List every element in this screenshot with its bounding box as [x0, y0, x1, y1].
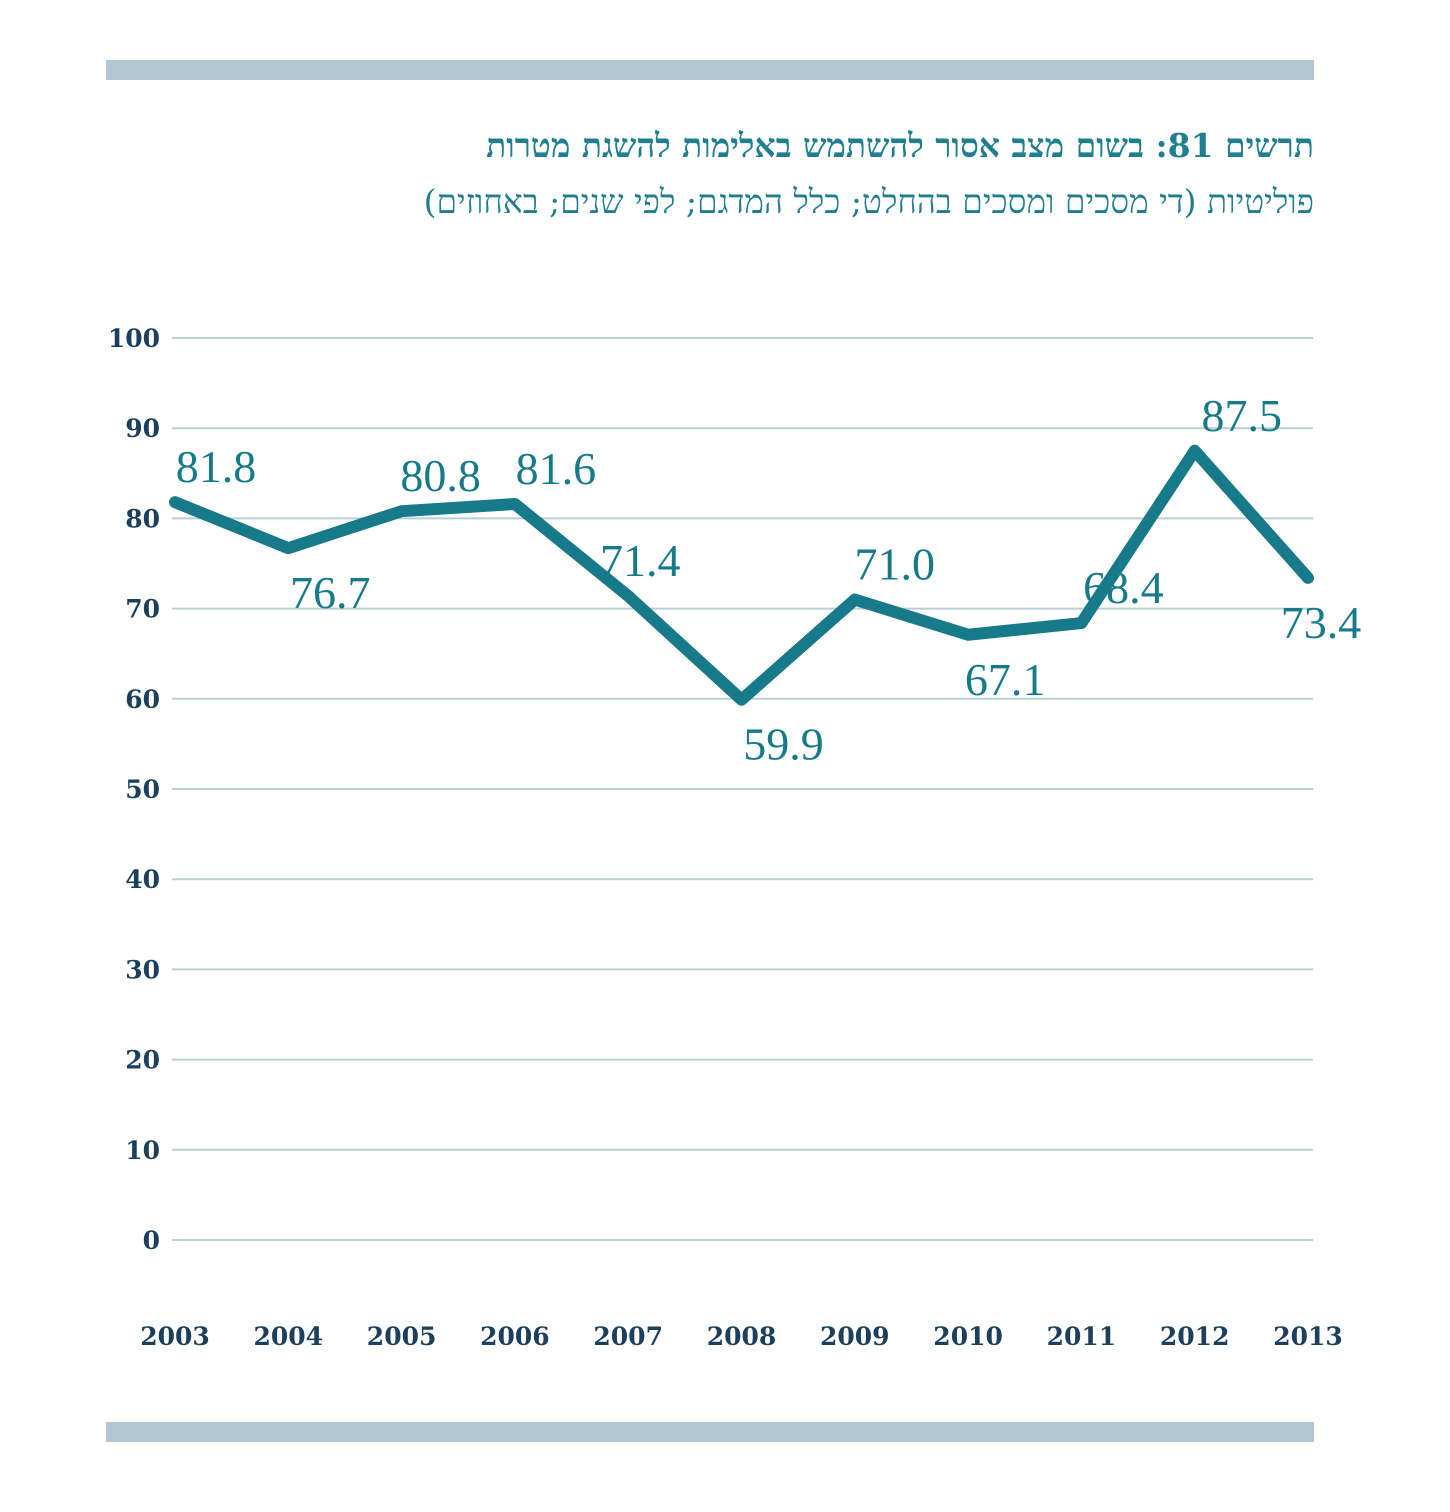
x-tick-label: 2003 — [140, 1322, 210, 1351]
data-series — [169, 444, 1314, 706]
data-label: 87.5 — [1201, 390, 1282, 441]
y-tick-label: 90 — [125, 414, 160, 443]
gridlines — [172, 337, 1313, 1241]
x-tick-label: 2007 — [593, 1322, 663, 1351]
y-tick-label: 50 — [125, 775, 160, 804]
data-label: 81.8 — [176, 441, 257, 492]
x-tick-label: 2005 — [367, 1322, 437, 1351]
bottom-divider-bar — [106, 1422, 1314, 1442]
chart-title-line-1: תרשים 81: בשום מצב אסור להשתמש באלימות ל… — [486, 126, 1314, 165]
data-label: 81.6 — [516, 443, 597, 494]
y-tick-label: 60 — [125, 685, 160, 714]
x-tick-label: 2012 — [1160, 1322, 1230, 1351]
y-tick-label: 30 — [125, 955, 160, 984]
data-labels: 81.8 76.7 80.8 81.671.4 59.9 71.0 67.1 68.4 87.5… — [176, 390, 1362, 770]
y-tick-label: 0 — [143, 1226, 160, 1255]
data-label: 71.4 — [600, 535, 681, 586]
y-tick-label: 20 — [125, 1046, 160, 1075]
y-tick-label: 100 — [108, 324, 160, 353]
series-line — [169, 444, 1314, 706]
x-tick-label: 2009 — [820, 1322, 890, 1351]
y-axis-tick-labels: 0 10 20 30 40 50 60 70 80 90 100 — [108, 324, 160, 1255]
x-tick-label: 2006 — [480, 1322, 550, 1351]
data-label: 76.7 — [290, 567, 371, 618]
y-tick-label: 80 — [125, 504, 160, 533]
data-label: 73.4 — [1281, 597, 1362, 648]
y-tick-label: 70 — [125, 595, 160, 624]
y-tick-label: 40 — [125, 865, 160, 894]
x-axis-tick-labels: 2003 2004 2005 2006 2007 2008 2009 2010 2011 2012… — [140, 1322, 1343, 1351]
x-tick-label: 2004 — [254, 1322, 324, 1351]
chart-title-line-2: פוליטיות (די מסכים ומסכים בהחלט; כלל המד… — [423, 182, 1314, 221]
chart-title: תרשים 81: בשום מצב אסור להשתמש באלימות ל… — [106, 118, 1314, 230]
top-divider-bar — [106, 60, 1314, 80]
data-label: 80.8 — [400, 450, 481, 501]
x-tick-label: 2010 — [933, 1322, 1003, 1351]
data-label: 68.4 — [1083, 562, 1164, 613]
x-tick-label: 2008 — [707, 1322, 777, 1351]
x-tick-label: 2011 — [1047, 1322, 1117, 1351]
data-label: 67.1 — [965, 654, 1046, 705]
x-tick-label: 2013 — [1273, 1322, 1343, 1351]
data-label: 71.0 — [855, 539, 936, 590]
y-tick-label: 10 — [125, 1136, 160, 1165]
data-label: 59.9 — [743, 719, 824, 770]
